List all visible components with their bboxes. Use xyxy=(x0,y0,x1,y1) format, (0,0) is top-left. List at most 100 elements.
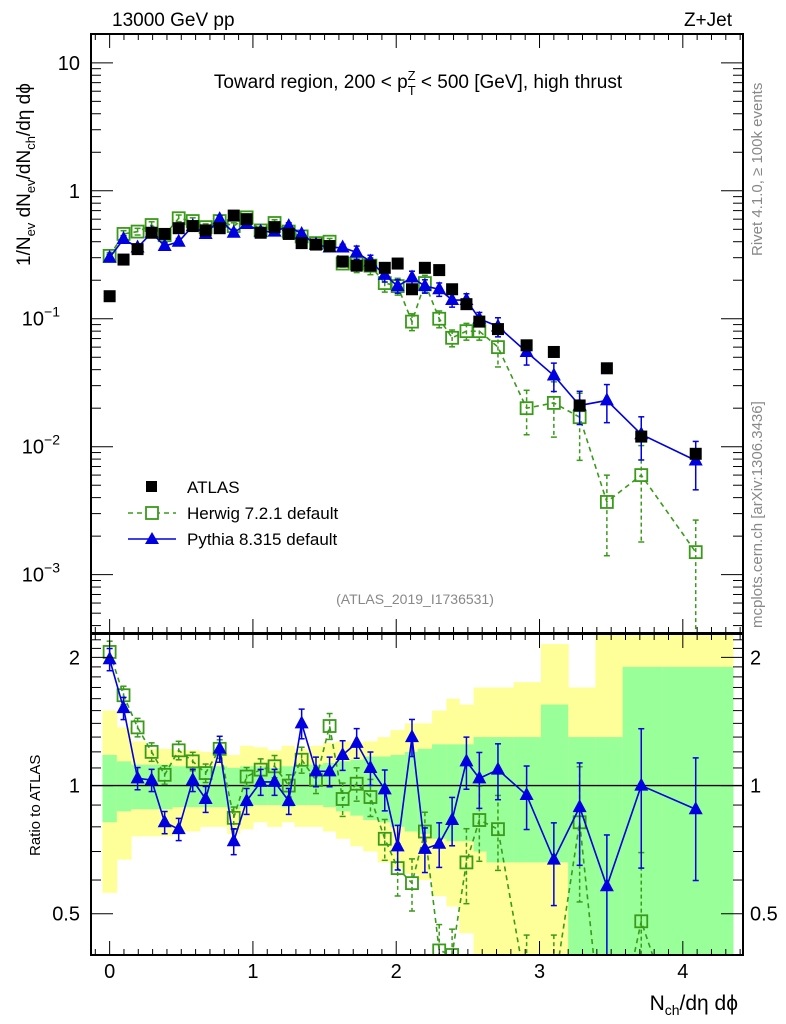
data-point xyxy=(634,777,649,791)
band-inner xyxy=(131,764,146,810)
plot-title: Toward region, 200 < pTZ < 500 [GeV], hi… xyxy=(214,68,623,98)
data-point xyxy=(294,225,309,239)
data-point xyxy=(599,878,614,892)
band-inner xyxy=(432,744,447,839)
band-inner xyxy=(404,751,419,832)
band-inner xyxy=(473,737,487,852)
header-left: 13000 GeV pp xyxy=(112,10,235,31)
x-axis-label: Nch/dη dϕ xyxy=(650,992,738,1018)
data-point xyxy=(573,399,586,412)
data-point xyxy=(198,766,213,780)
data-point xyxy=(405,876,419,891)
data-point xyxy=(239,792,254,806)
data-point xyxy=(364,259,377,272)
data-point xyxy=(689,447,702,460)
data-point xyxy=(130,770,145,784)
band-inner xyxy=(227,767,241,810)
y-tick-exponent: −1 xyxy=(44,304,60,320)
ratio-series-group xyxy=(102,640,703,955)
data-point xyxy=(335,239,350,253)
data-point xyxy=(405,283,418,296)
data-point xyxy=(130,224,145,239)
title-pre: Toward region, 200 < p xyxy=(214,72,408,93)
data-point xyxy=(294,715,309,729)
legend-label: ATLAS xyxy=(187,478,240,497)
data-point xyxy=(322,719,337,733)
data-point xyxy=(199,224,212,237)
legend-pythia-marker xyxy=(145,532,159,544)
data-point xyxy=(472,813,487,827)
data-point xyxy=(432,281,447,295)
band-inner xyxy=(540,704,569,863)
data-point xyxy=(459,855,474,870)
data-point xyxy=(349,734,364,748)
data-point xyxy=(103,290,116,303)
main-atlas-series xyxy=(103,209,702,460)
y-tick-label: 10 xyxy=(58,53,80,75)
data-point xyxy=(363,759,378,773)
data-point xyxy=(417,278,432,292)
data-point xyxy=(520,339,533,352)
data-point xyxy=(212,740,227,754)
data-point xyxy=(547,345,560,358)
data-point xyxy=(688,545,703,560)
data-point xyxy=(212,211,227,225)
ratio-pythia-series xyxy=(102,647,703,955)
data-point xyxy=(227,209,240,222)
ratio-y-tick-label-right: 0.5 xyxy=(750,904,778,926)
y-axis-label-main: 1/Nev dNev/dNch/dη dϕ xyxy=(14,83,38,266)
title-post: < 500 [GeV], high thrust xyxy=(416,72,623,93)
data-point xyxy=(158,227,171,240)
data-point xyxy=(157,814,172,828)
y-tick-exponent: −3 xyxy=(44,560,60,576)
legend: ATLAS Herwig 7.2.1 default Pythia 8.315 de… xyxy=(128,478,338,549)
band-inner xyxy=(336,761,351,812)
data-point xyxy=(445,330,460,345)
title-sub: T xyxy=(408,83,416,98)
y-tick-exponent: −2 xyxy=(44,432,60,448)
data-point xyxy=(282,227,295,240)
data-point xyxy=(432,835,447,849)
band-inner xyxy=(595,737,624,955)
ratio-frame xyxy=(90,633,744,956)
data-point xyxy=(445,292,460,306)
data-point xyxy=(405,314,419,329)
data-point xyxy=(460,298,473,311)
data-point xyxy=(418,261,431,274)
data-point xyxy=(363,790,378,804)
data-point xyxy=(599,495,614,509)
data-point xyxy=(281,218,296,232)
legend-label: Herwig 7.2.1 default xyxy=(187,504,338,523)
data-point xyxy=(572,799,587,813)
data-point xyxy=(268,221,281,234)
data-point xyxy=(634,914,649,929)
data-point xyxy=(254,226,267,239)
data-point xyxy=(130,720,145,735)
main-pythia-series-line xyxy=(108,218,697,462)
chart-marks xyxy=(91,209,743,955)
legend-atlas-marker xyxy=(146,481,157,492)
data-point xyxy=(417,840,432,854)
data-point xyxy=(131,243,144,256)
data-point xyxy=(599,392,614,406)
data-point xyxy=(145,226,158,239)
data-point xyxy=(473,315,486,328)
data-point xyxy=(116,700,131,714)
data-point xyxy=(390,838,405,852)
band-inner xyxy=(390,754,406,827)
data-point xyxy=(172,222,185,235)
y-axis-label-ratio: Ratio to ATLAS xyxy=(27,755,44,856)
x-tick-label: 3 xyxy=(534,961,545,983)
data-point xyxy=(213,222,226,235)
data-point xyxy=(308,763,323,777)
data-point xyxy=(634,468,649,482)
band-inner xyxy=(294,764,310,806)
data-point xyxy=(171,743,186,758)
data-point xyxy=(144,772,159,786)
data-point xyxy=(600,362,613,375)
data-point xyxy=(433,264,446,277)
data-point xyxy=(240,213,253,226)
band-inner xyxy=(568,737,596,955)
y-tick-label: 10−1 xyxy=(22,304,60,331)
header-right: Z+Jet xyxy=(684,10,733,31)
